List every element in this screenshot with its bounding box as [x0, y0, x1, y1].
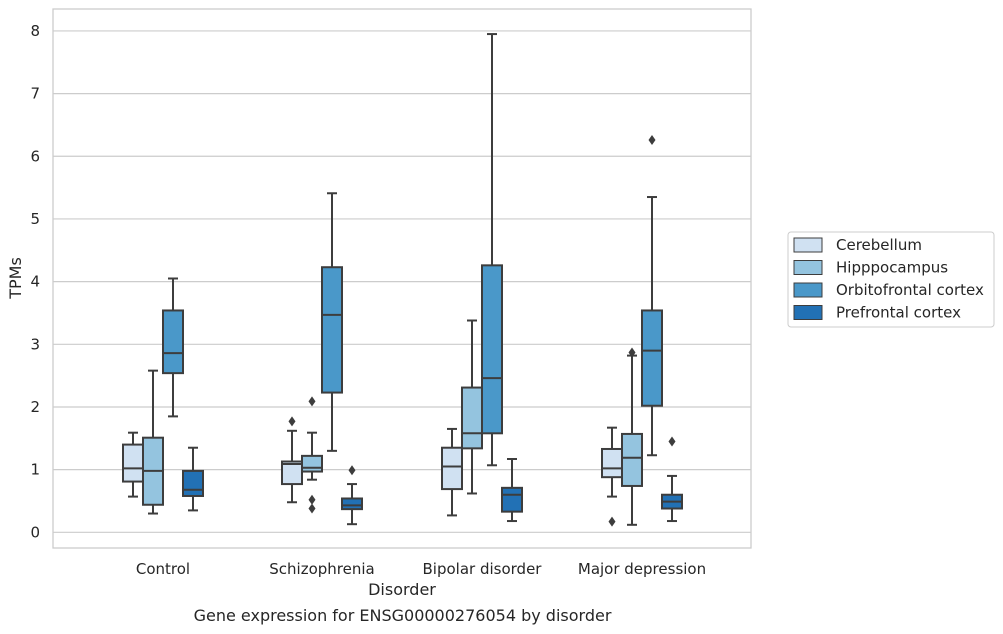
box-mark	[461, 319, 483, 495]
y-tick-label: 8	[30, 22, 40, 40]
box-mark	[601, 426, 623, 527]
box-mark	[501, 458, 523, 523]
x-tick-label: Schizophrenia	[269, 560, 374, 578]
box-body	[162, 309, 184, 375]
box-body	[481, 264, 503, 435]
legend-swatch	[793, 305, 823, 320]
x-axis-label: Disorder	[368, 580, 436, 599]
y-tick-label: 0	[30, 523, 40, 541]
outlier-point	[288, 416, 296, 427]
legend-label: Cerebellum	[836, 236, 922, 254]
box-body	[461, 386, 483, 450]
box-marks	[122, 33, 683, 527]
x-tick-label: Bipolar disorder	[423, 560, 543, 578]
box-mark	[162, 277, 184, 418]
y-axis-label: TPMs	[6, 257, 25, 300]
box-body	[281, 460, 303, 486]
box-mark	[142, 369, 164, 515]
box-body	[341, 497, 363, 511]
x-tick-label: Control	[136, 560, 190, 578]
y-tick-label: 6	[30, 147, 40, 165]
y-tick-label: 1	[30, 461, 40, 479]
figure-caption: Gene expression for ENSG00000276054 by d…	[193, 606, 612, 625]
outlier-point	[308, 396, 316, 407]
legend-swatch	[793, 260, 823, 275]
outlier-point	[308, 503, 316, 514]
y-tick-labels: 0 1 2 3 4 5 6 7 8	[30, 22, 40, 541]
y-tick-label: 2	[30, 398, 40, 416]
box-body	[441, 446, 463, 491]
box-mark	[621, 347, 643, 526]
outlier-point	[608, 516, 616, 527]
box-mark	[321, 192, 343, 452]
box-body	[301, 454, 323, 473]
legend-label: Orbitofrontal cortex	[836, 281, 984, 299]
box-mark	[481, 33, 503, 467]
box-body	[122, 443, 144, 483]
box-body	[601, 447, 623, 479]
outlier-point	[348, 465, 356, 476]
x-tick-label: Major depression	[578, 560, 706, 578]
legend-frame	[787, 231, 995, 328]
y-tick-label: 3	[30, 335, 40, 353]
box-body	[621, 432, 643, 487]
outlier-point	[628, 347, 636, 358]
outlier-point	[308, 494, 316, 505]
box-body	[182, 469, 204, 497]
box-mark	[182, 446, 204, 512]
legend-swatch	[793, 282, 823, 298]
y-tick-label: 5	[30, 210, 40, 228]
y-tick-label: 7	[30, 85, 40, 103]
plot-frame	[52, 8, 752, 549]
legend: Cerebellum Hipppocampus Orbitofrontal cort…	[787, 231, 995, 328]
y-tick-label: 4	[30, 273, 40, 291]
box-body	[501, 486, 523, 513]
outlier-point	[668, 436, 676, 447]
box-mark	[661, 436, 683, 523]
x-tick-labels: Control Schizophrenia Bipolar disorder Majo…	[136, 560, 706, 578]
legend-swatch	[793, 237, 823, 253]
box-mark	[641, 134, 663, 457]
box-mark	[301, 396, 323, 514]
box-mark	[122, 431, 144, 498]
box-body	[641, 309, 663, 407]
box-body	[321, 266, 343, 394]
legend-label: Prefrontal cortex	[836, 304, 961, 322]
box-mark	[441, 427, 463, 517]
box-mark	[341, 465, 363, 526]
box-mark	[281, 416, 303, 504]
outlier-point	[648, 134, 656, 145]
legend-label: Hipppocampus	[836, 259, 948, 277]
